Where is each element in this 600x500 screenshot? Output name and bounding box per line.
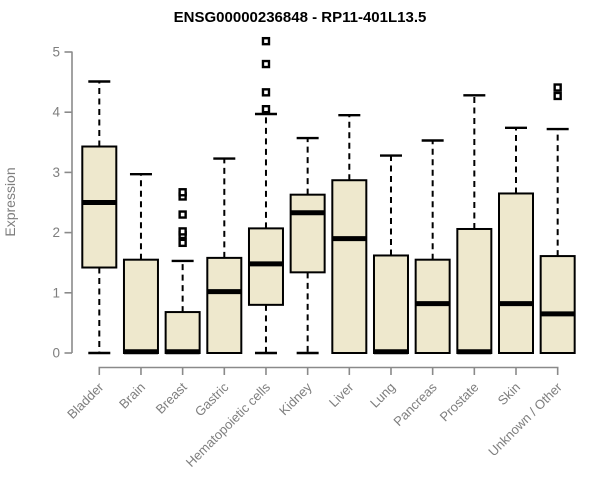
outlier-point: [178, 238, 187, 248]
iqr-box: [414, 258, 451, 354]
x-tick-label: Pancreas: [390, 379, 440, 429]
boxplot-prostate: [456, 94, 493, 355]
iqr-box: [206, 256, 243, 354]
iqr-box: [331, 179, 368, 354]
iqr-box: [539, 255, 576, 354]
x-tick-label: Liver: [326, 379, 357, 410]
y-axis-title: Expression: [2, 167, 18, 236]
y-tick-label: 2: [52, 225, 60, 240]
outlier-point: [261, 88, 271, 97]
outlier-point: [261, 36, 271, 46]
iqr-box: [164, 311, 201, 354]
outlier-point: [261, 104, 271, 114]
boxplot-hematopoietic-cells: [247, 36, 284, 355]
x-tick-label: Prostate: [437, 380, 482, 425]
iqr-box: [81, 145, 118, 269]
y-tick-label: 5: [52, 45, 60, 60]
boxplot-pancreas: [414, 139, 451, 354]
y-tick-label: 0: [52, 346, 60, 361]
y-tick-label: 4: [52, 105, 60, 120]
boxplot-breast: [164, 188, 201, 355]
x-tick-label: Brain: [116, 380, 148, 412]
iqr-box: [456, 227, 493, 355]
x-tick-label: Bladder: [64, 379, 107, 422]
outlier-point: [178, 188, 187, 197]
boxplot-lung: [372, 154, 409, 355]
boxplot-bladder: [81, 80, 118, 355]
y-tick-label: 1: [52, 285, 60, 300]
boxplot-unknown-other: [539, 83, 576, 354]
chart-title: ENSG00000236848 - RP11-401L13.5: [174, 9, 427, 26]
outlier-point: [261, 59, 271, 69]
x-tick-label: Gastric: [192, 379, 232, 419]
boxplot-brain: [122, 173, 159, 355]
outlier-point: [553, 91, 562, 101]
outlier-point: [553, 83, 562, 92]
boxplot-skin: [498, 126, 534, 354]
outlier-point: [178, 210, 187, 219]
boxplot-gastric: [206, 157, 243, 354]
iqr-box: [289, 193, 326, 274]
boxplot-kidney: [289, 136, 326, 355]
iqr-box: [498, 192, 534, 354]
boxplot-liver: [331, 114, 368, 354]
x-tick-label: Breast: [153, 379, 190, 416]
x-tick-label: Unknown / Other: [485, 379, 565, 459]
iqr-box: [247, 227, 284, 306]
outlier-point: [178, 227, 187, 236]
x-tick-label: Lung: [367, 380, 398, 411]
iqr-box: [122, 258, 159, 354]
iqr-box: [372, 254, 409, 354]
x-tick-label: Skin: [495, 380, 523, 408]
y-tick-label: 3: [52, 165, 60, 180]
x-tick-label: Kidney: [276, 379, 315, 418]
